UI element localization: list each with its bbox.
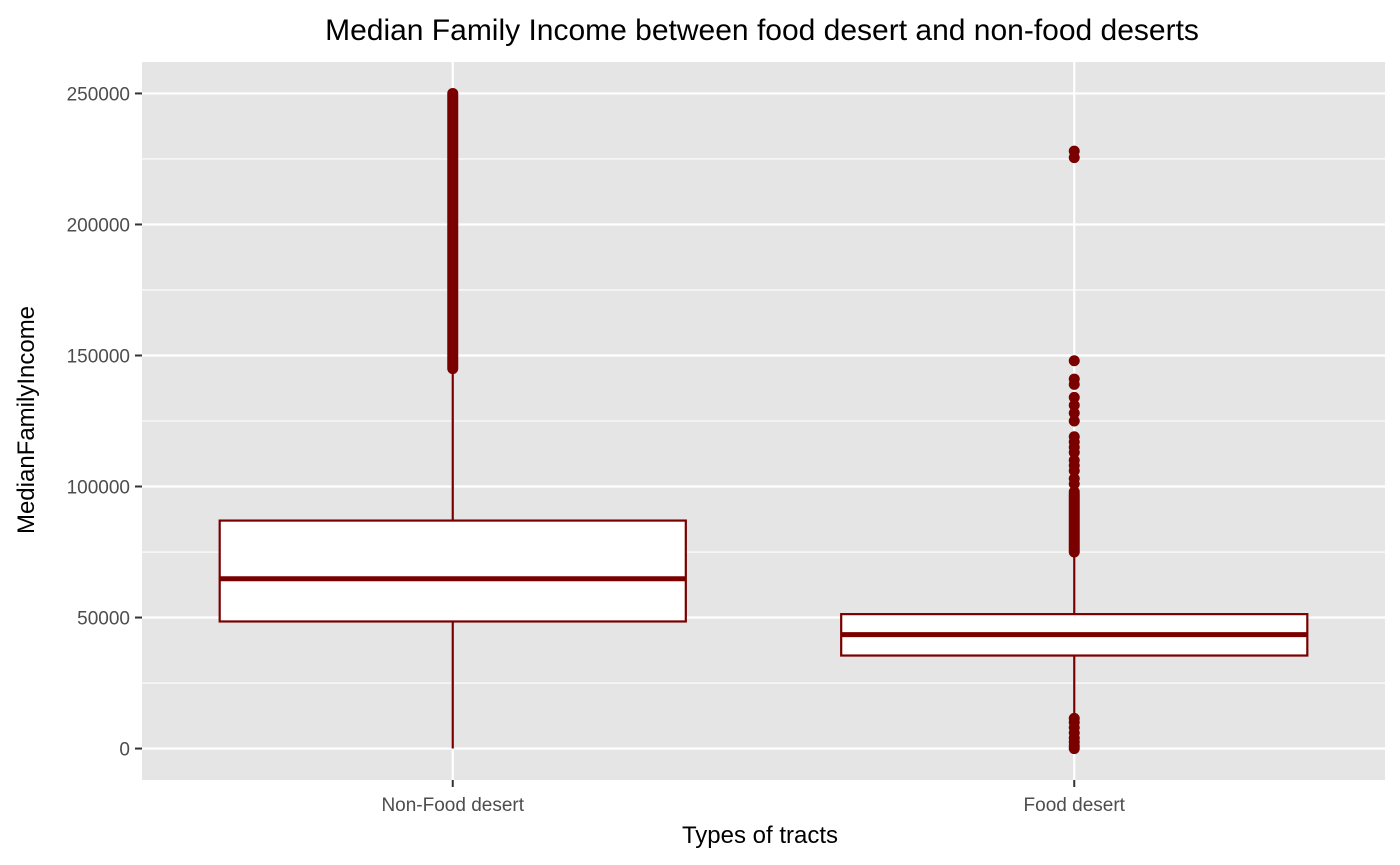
outlier-cluster [447, 87, 459, 375]
outlier-point [1068, 407, 1080, 419]
outlier-point [1068, 391, 1080, 403]
boxes [218, 87, 1309, 755]
y-axis: 0 50000 100000 150000 200000 250000 [67, 84, 142, 761]
box-iqr [218, 519, 687, 623]
y-axis-title: MedianFamilyIncome [13, 306, 40, 534]
y-tick-label: 0 [119, 740, 130, 761]
outlier-point [1068, 431, 1080, 443]
outlier-point [1068, 473, 1080, 485]
outlier-point [1068, 145, 1080, 157]
outlier-point [1068, 415, 1080, 427]
y-tick-label: 250000 [67, 84, 130, 105]
outlier-point [1068, 486, 1080, 498]
outlier-cluster [1068, 488, 1080, 558]
outlier-point [1068, 399, 1080, 411]
x-tick-label: Non-Food desert [381, 795, 524, 816]
box-food-desert [840, 145, 1309, 755]
chart-title: Median Family Income between food desert… [325, 14, 1199, 47]
x-tick-label: Food desert [1024, 795, 1126, 816]
x-axis-title: Types of tracts [682, 822, 838, 849]
box-non-food-desert [218, 87, 687, 749]
outlier-point [1068, 454, 1080, 466]
x-axis: Non-Food desert Food desert [381, 780, 1126, 816]
y-tick-label: 200000 [67, 215, 130, 236]
outlier-point [1068, 373, 1080, 385]
y-tick-label: 150000 [67, 346, 130, 367]
outlier-point [1068, 712, 1080, 724]
y-tick-label: 100000 [67, 478, 130, 499]
y-tick-label: 50000 [77, 609, 130, 630]
outlier-point [1068, 355, 1080, 367]
